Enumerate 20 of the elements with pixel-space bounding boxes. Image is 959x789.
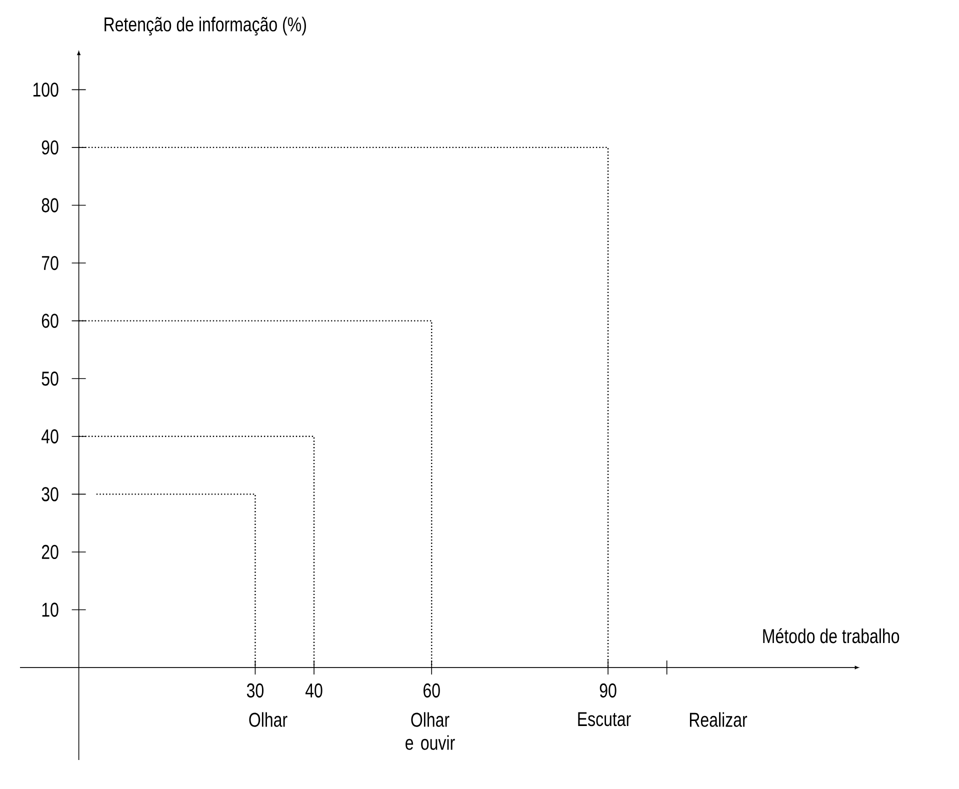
x-tick-label: 30 [246,683,264,698]
y-tick-label: 70 [42,256,58,270]
y-tick-label: 60 [42,314,58,328]
x-tick-label: 40 [305,683,322,698]
y-tick-label: 90 [42,140,58,155]
y-tick-label: 50 [42,372,58,386]
y-tick-label: 80 [42,198,58,212]
annotation: Olhar e ouvir [406,712,455,750]
y-tick-label: 20 [42,544,58,560]
x-tick-label: 90 [600,683,616,698]
annotation: Olhar [249,712,288,727]
y-tick-label: 10 [42,602,58,617]
x-axis-title: Método de trabalho [763,628,900,644]
y-tick-label: 30 [42,487,58,502]
annotation: Realizar [690,712,748,727]
y-tick-label: 100 [33,82,58,97]
y-axis-title: Retenção de informação (%) [104,16,306,36]
x-tick-label: 60 [424,683,440,698]
y-tick-label: 40 [42,429,58,444]
annotation: Escutar [578,712,631,726]
